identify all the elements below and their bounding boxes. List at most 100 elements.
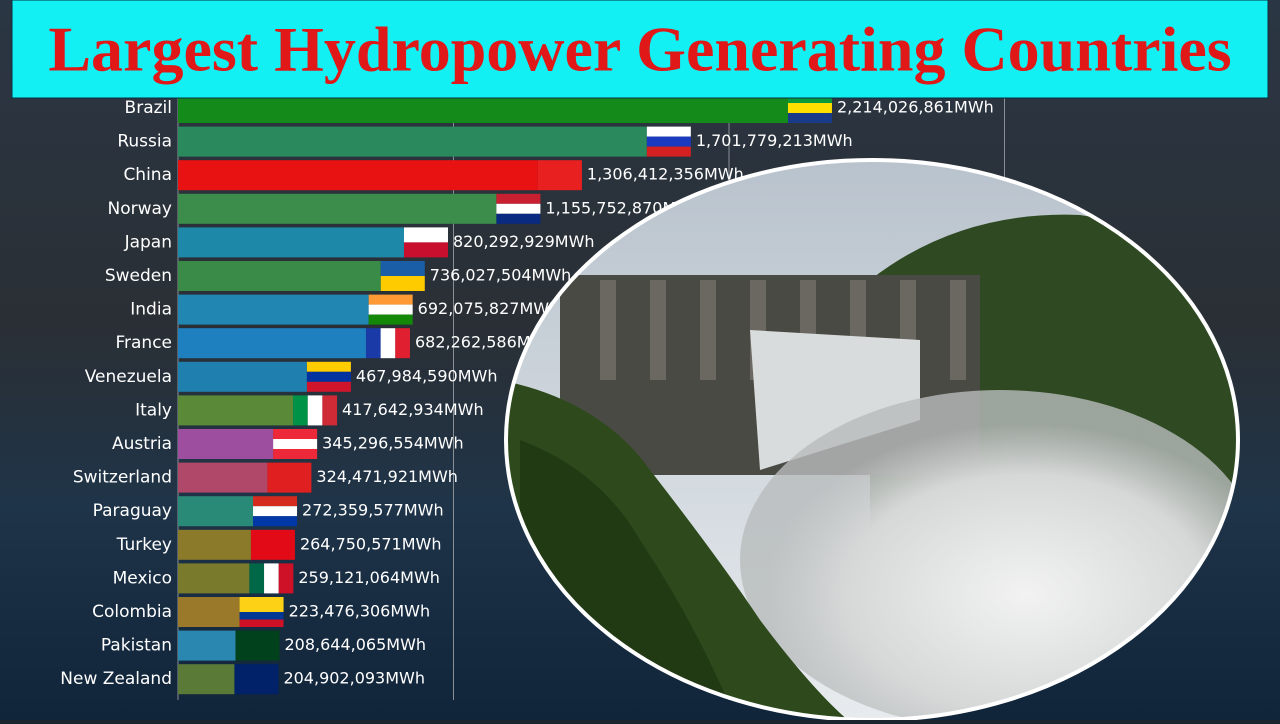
flag: [403, 227, 448, 258]
y-tick-label: Paraguay: [93, 501, 172, 521]
flag: [249, 563, 294, 594]
flag-stripe: [787, 113, 832, 123]
y-tick-label: Sweden: [105, 266, 172, 286]
flag-stripe: [264, 563, 279, 594]
flag-stripe: [239, 604, 284, 612]
value-label: 223,476,306MWh: [289, 602, 431, 621]
flag-stripe: [368, 314, 413, 325]
value-label: 324,471,921MWh: [316, 467, 458, 486]
y-tick-label: Mexico: [113, 568, 172, 588]
flag: [496, 193, 541, 224]
y-tick-label: Norway: [108, 199, 173, 219]
bar: [178, 563, 250, 594]
bar: [178, 328, 366, 359]
flag: [537, 160, 582, 191]
flag-stripe: [787, 103, 832, 113]
flag-stripe: [380, 276, 425, 291]
flag-stripe: [253, 496, 298, 507]
y-tick-label: Italy: [135, 400, 172, 420]
y-tick-label: Japan: [124, 232, 172, 252]
bar: [178, 160, 538, 191]
bar: [178, 193, 497, 224]
value-label: 692,075,827MWh: [418, 299, 560, 318]
y-tick-label: Venezuela: [85, 367, 172, 387]
flag: [273, 429, 318, 459]
value-label: 736,027,504MWh: [430, 266, 572, 285]
bar: [178, 361, 307, 392]
flag: [368, 294, 413, 325]
flag-stripe: [273, 429, 318, 439]
flag: [306, 361, 351, 392]
y-tick-label: Pakistan: [101, 636, 172, 656]
flag-stripe: [293, 395, 308, 426]
flag-stripe: [239, 619, 284, 627]
value-label: 204,902,093MWh: [283, 669, 425, 688]
flag: [646, 126, 691, 157]
bar: [178, 462, 268, 493]
bar: [178, 227, 404, 258]
bar: [178, 630, 236, 661]
value-label: 467,984,590MWh: [356, 366, 498, 385]
flag-stripe: [403, 242, 448, 258]
flag-stripe: [253, 506, 298, 517]
flag: [234, 664, 279, 695]
y-tick-label: Austria: [112, 434, 172, 454]
bar: [178, 529, 251, 560]
y-tick-label: Switzerland: [73, 468, 172, 488]
bar: [178, 395, 294, 426]
flag-stripe: [380, 328, 396, 359]
value-label: 1,701,779,213MWh: [696, 131, 853, 150]
flag-stripe: [307, 395, 323, 426]
flag-stripe: [278, 563, 294, 594]
flag: [250, 529, 295, 560]
flag-stripe: [273, 439, 318, 449]
flag-stripe: [395, 328, 410, 359]
bar: [178, 126, 647, 157]
flag: [365, 328, 410, 359]
flag-stripe: [306, 381, 351, 392]
y-tick-label: China: [123, 165, 172, 185]
value-label: 1,306,412,356MWh: [587, 165, 744, 184]
flag: [380, 261, 425, 291]
flag-stripe: [235, 630, 280, 661]
bar: [178, 261, 381, 291]
flag-stripe: [306, 371, 351, 382]
bar: [178, 664, 235, 695]
y-tick-label: France: [115, 333, 172, 353]
flag-stripe: [646, 136, 691, 147]
flag-stripe: [496, 213, 541, 224]
y-tick-label: Brazil: [125, 98, 172, 118]
y-tick-label: Russia: [117, 132, 172, 152]
flag-stripe: [403, 227, 448, 243]
flag: [253, 496, 298, 527]
bar: [178, 597, 240, 627]
value-label: 682,262,586MWh: [415, 333, 557, 352]
chart-title: Largest Hydropower Generating Countries: [48, 14, 1231, 85]
flag-stripe: [496, 193, 541, 204]
flag-stripe: [537, 160, 582, 191]
flag-stripe: [306, 361, 351, 372]
flag-stripe: [234, 664, 279, 695]
flag-stripe: [380, 261, 425, 276]
flag-stripe: [253, 516, 298, 527]
flag-stripe: [239, 612, 284, 620]
flag-stripe: [322, 395, 338, 426]
value-label: 208,644,065MWh: [284, 635, 426, 654]
flag: [267, 462, 312, 493]
flag-stripe: [249, 563, 265, 594]
flag-stripe: [496, 203, 541, 214]
value-label: 820,292,929MWh: [453, 232, 595, 251]
flag-stripe: [267, 462, 312, 493]
flag-stripe: [368, 294, 413, 305]
y-tick-label: New Zealand: [60, 669, 172, 689]
value-label: 259,121,064MWh: [298, 568, 440, 587]
bar: [178, 496, 254, 527]
flag: [235, 630, 280, 661]
flag-stripe: [368, 304, 413, 315]
bar: [178, 294, 369, 325]
flag-stripe: [365, 328, 381, 359]
flag-stripe: [250, 529, 295, 560]
title-banner: [11, 0, 1269, 99]
flag-stripe: [239, 597, 284, 605]
